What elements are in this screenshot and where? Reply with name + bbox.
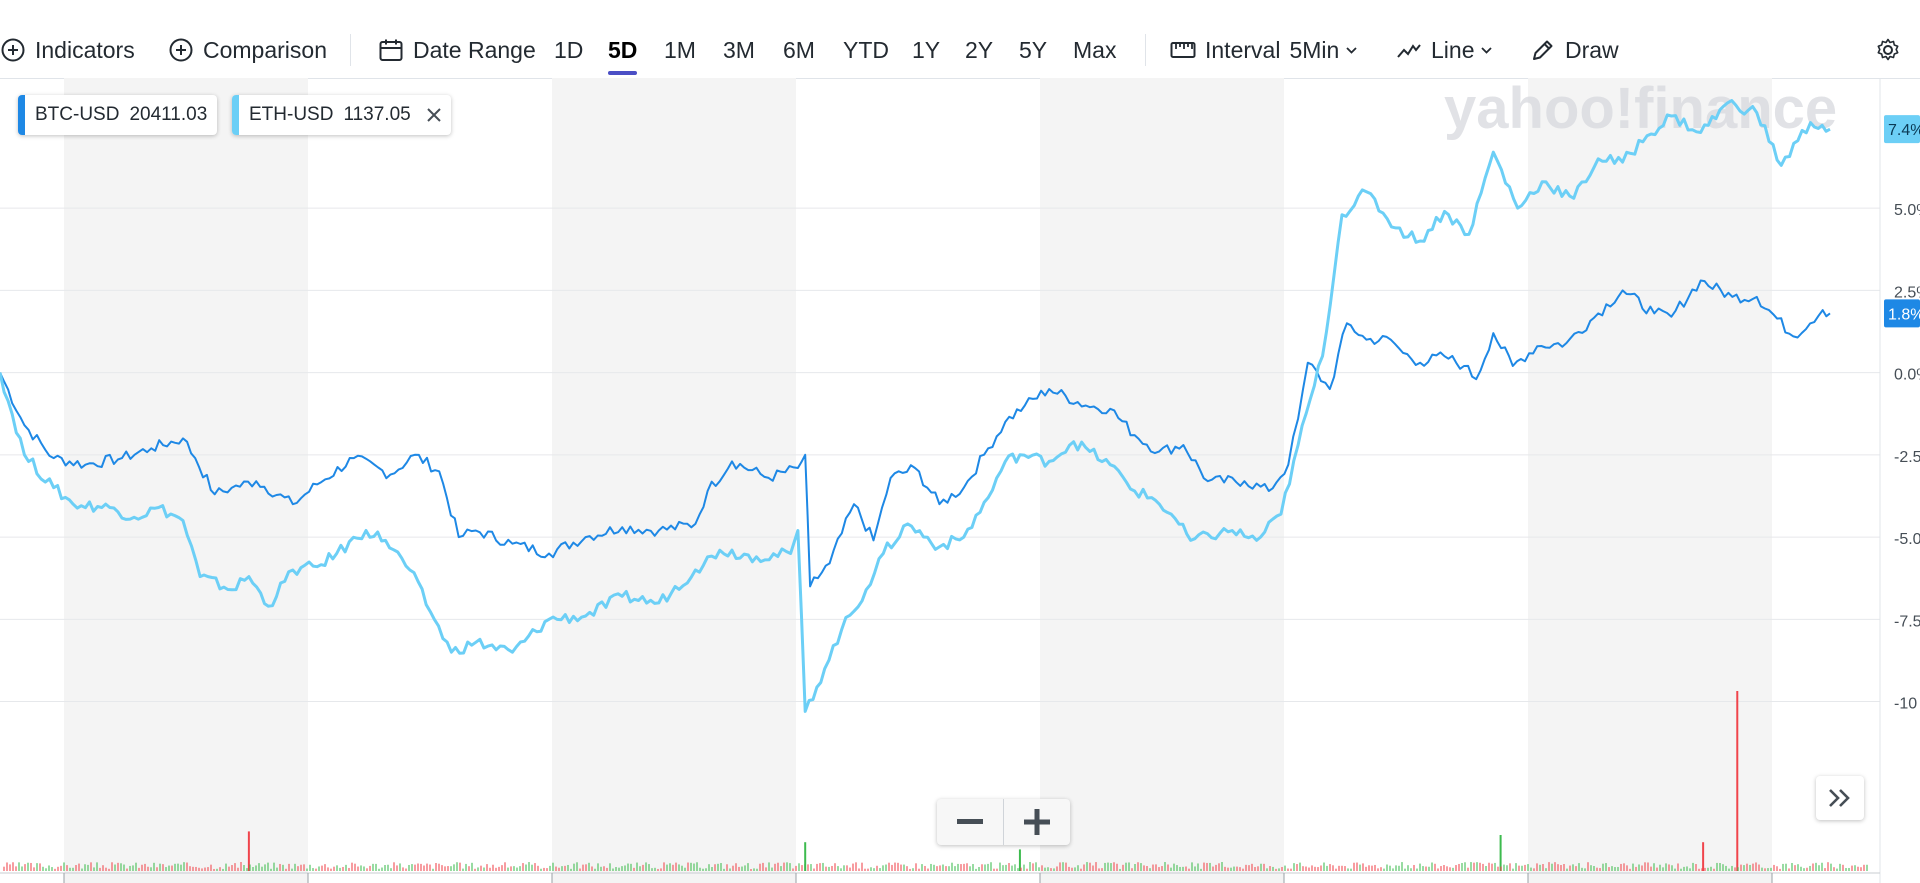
ruler-icon	[1170, 37, 1196, 63]
y-tick-label: -7.5	[1894, 613, 1920, 630]
close-icon[interactable]	[425, 106, 443, 124]
comparison-line-chart[interactable]: yahoo!finance 5.0% 2.5% 0.0% -2.5 -5.0 -7.5 -1…	[0, 78, 1920, 883]
interval-label: Interval	[1205, 36, 1281, 63]
range-tab-1d[interactable]: 1D	[554, 37, 584, 63]
y-tick-label: 5.0%	[1894, 202, 1920, 219]
chart-toolbar: Indicators Comparison Date Range 1D 5D 1…	[0, 0, 1920, 79]
date-range-label: Date Range	[413, 36, 536, 63]
range-tab-ytd[interactable]: YTD	[843, 37, 889, 63]
series-lines	[0, 99, 1831, 713]
legend-pill-btc[interactable]: BTC-USD 20411.03	[18, 95, 218, 135]
pencil-icon	[1530, 37, 1556, 63]
x-axis-ticks	[0, 872, 1880, 883]
series-line-eth-usd	[0, 99, 1831, 713]
indicators-label: Indicators	[35, 36, 135, 63]
draw-label: Draw	[1565, 36, 1619, 63]
minus-icon	[957, 819, 983, 824]
range-tab-max[interactable]: Max	[1073, 37, 1117, 63]
range-tab-1m[interactable]: 1M	[664, 37, 696, 63]
series-end-label: 7.4%	[1888, 122, 1920, 139]
range-tab-6m[interactable]: 6M	[783, 37, 815, 63]
volume-bars	[3, 691, 1868, 871]
series-end-label-box	[1884, 299, 1920, 328]
grid-lines	[0, 207, 1880, 703]
legend-symbol: ETH-USD	[249, 104, 334, 125]
y-tick-label: -2.5	[1894, 449, 1920, 466]
y-tick-label: -10	[1894, 696, 1917, 713]
chevron-down-icon	[1480, 45, 1493, 55]
toolbar-divider	[350, 34, 351, 66]
yahoo-finance-watermark: yahoo!finance	[1444, 78, 1837, 141]
zoom-out-button[interactable]	[937, 799, 1003, 845]
comparison-button[interactable]: Comparison	[168, 26, 327, 74]
date-range-button[interactable]: Date Range	[378, 26, 536, 74]
y-tick-label: 0.0%	[1894, 367, 1920, 384]
y-axis: 5.0% 2.5% 0.0% -2.5 -5.0 -7.5 -10	[1879, 78, 1920, 883]
range-tab-5y[interactable]: 5Y	[1019, 37, 1048, 63]
series-end-label-box	[1884, 115, 1920, 144]
interval-value: 5Min	[1289, 36, 1340, 63]
range-tab-5d[interactable]: 5D	[608, 26, 638, 75]
chevron-down-icon	[1345, 45, 1358, 55]
series-line-btc-usd	[0, 279, 1831, 588]
settings-button[interactable]	[1875, 26, 1910, 74]
series-end-labels: 1.8% 7.4%	[1884, 115, 1920, 328]
period-band	[1528, 78, 1772, 883]
plus-circle-icon	[0, 37, 26, 63]
comparison-label: Comparison	[203, 36, 327, 63]
period-band	[1040, 78, 1284, 883]
double-chevron-right-icon	[1829, 789, 1850, 807]
range-tab-2y[interactable]: 2Y	[965, 37, 994, 63]
draw-button[interactable]: Draw	[1530, 26, 1619, 74]
period-band	[64, 78, 308, 883]
range-tab-3m[interactable]: 3M	[723, 37, 755, 63]
indicators-button[interactable]: Indicators	[0, 26, 135, 74]
plus-icon	[1024, 809, 1050, 835]
legend-symbol: BTC-USD	[35, 104, 120, 125]
calendar-icon	[378, 37, 404, 63]
series-color-swatch	[18, 95, 25, 135]
plus-circle-icon	[168, 37, 194, 63]
toolbar-divider	[1145, 34, 1146, 66]
legend-value: 1137.05	[343, 104, 411, 125]
y-tick-label: 2.5%	[1894, 284, 1920, 301]
chart-type-label: Line	[1431, 36, 1475, 63]
legend-value: 20411.03	[129, 104, 208, 125]
zoom-in-button[interactable]	[1003, 799, 1070, 845]
scroll-right-button[interactable]	[1816, 776, 1864, 820]
zoom-controls	[937, 799, 1070, 845]
line-chart-icon	[1396, 37, 1422, 63]
legend-pill-eth[interactable]: ETH-USD 1137.05	[232, 95, 451, 135]
gear-icon	[1875, 37, 1901, 63]
chart-type-dropdown[interactable]: Line	[1396, 26, 1493, 74]
range-tab-1y[interactable]: 1Y	[912, 37, 941, 63]
series-end-label: 1.8%	[1888, 306, 1920, 323]
y-tick-label: -5.0	[1894, 531, 1920, 548]
period-bands	[64, 78, 1772, 883]
interval-dropdown[interactable]: Interval 5Min	[1170, 26, 1358, 74]
period-band	[552, 78, 796, 883]
series-color-swatch	[232, 95, 239, 135]
